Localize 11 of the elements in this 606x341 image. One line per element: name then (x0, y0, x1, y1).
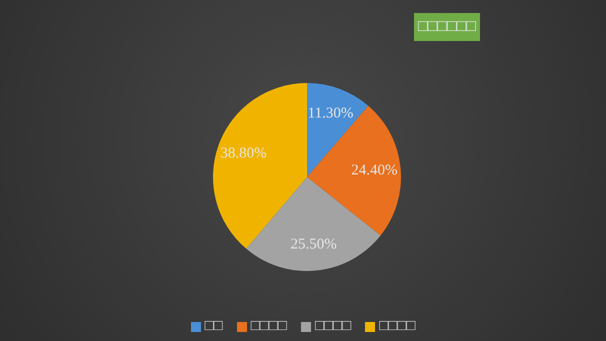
chart-title: □□□□□□ (414, 13, 480, 41)
legend-label: □□□□ (250, 318, 287, 335)
legend-label: □□ (204, 318, 223, 335)
data-label: 38.80% (220, 146, 267, 162)
data-label: 11.30% (308, 106, 354, 122)
pie-slice (246, 177, 381, 271)
legend-label: □□□□ (314, 318, 352, 335)
legend-label: □□□□ (379, 318, 416, 335)
pie-slice (307, 106, 401, 236)
data-label: 24.40% (351, 162, 398, 179)
data-label: 25.50% (290, 236, 337, 252)
